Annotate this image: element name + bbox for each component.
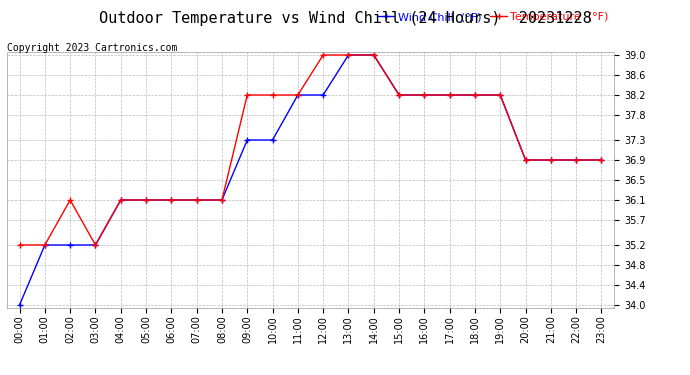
Temperature  (°F) <box>546 158 555 162</box>
Temperature  (°F) <box>117 198 125 202</box>
Line: Temperature  (°F): Temperature (°F) <box>17 52 604 248</box>
Wind Chill  (°F) <box>496 93 504 97</box>
Temperature  (°F) <box>319 53 327 57</box>
Temperature  (°F) <box>268 93 277 97</box>
Wind Chill  (°F) <box>395 93 403 97</box>
Wind Chill  (°F) <box>319 93 327 97</box>
Legend: Wind Chill  (°F), Temperature  (°F): Wind Chill (°F), Temperature (°F) <box>378 12 609 22</box>
Temperature  (°F) <box>395 93 403 97</box>
Line: Wind Chill  (°F): Wind Chill (°F) <box>17 52 604 308</box>
Temperature  (°F) <box>471 93 479 97</box>
Wind Chill  (°F) <box>546 158 555 162</box>
Wind Chill  (°F) <box>66 243 75 247</box>
Temperature  (°F) <box>496 93 504 97</box>
Temperature  (°F) <box>91 243 99 247</box>
Wind Chill  (°F) <box>370 53 378 57</box>
Wind Chill  (°F) <box>294 93 302 97</box>
Temperature  (°F) <box>598 158 606 162</box>
Wind Chill  (°F) <box>193 198 201 202</box>
Wind Chill  (°F) <box>243 138 251 142</box>
Wind Chill  (°F) <box>522 158 530 162</box>
Wind Chill  (°F) <box>218 198 226 202</box>
Temperature  (°F) <box>370 53 378 57</box>
Wind Chill  (°F) <box>598 158 606 162</box>
Temperature  (°F) <box>218 198 226 202</box>
Temperature  (°F) <box>243 93 251 97</box>
Temperature  (°F) <box>66 198 75 202</box>
Wind Chill  (°F) <box>41 243 49 247</box>
Wind Chill  (°F) <box>142 198 150 202</box>
Temperature  (°F) <box>446 93 454 97</box>
Temperature  (°F) <box>193 198 201 202</box>
Wind Chill  (°F) <box>446 93 454 97</box>
Wind Chill  (°F) <box>471 93 479 97</box>
Wind Chill  (°F) <box>117 198 125 202</box>
Wind Chill  (°F) <box>268 138 277 142</box>
Wind Chill  (°F) <box>572 158 580 162</box>
Wind Chill  (°F) <box>344 53 353 57</box>
Temperature  (°F) <box>142 198 150 202</box>
Temperature  (°F) <box>167 198 175 202</box>
Temperature  (°F) <box>41 243 49 247</box>
Temperature  (°F) <box>522 158 530 162</box>
Wind Chill  (°F) <box>15 303 23 307</box>
Temperature  (°F) <box>572 158 580 162</box>
Text: Outdoor Temperature vs Wind Chill (24 Hours)  20231228: Outdoor Temperature vs Wind Chill (24 Ho… <box>99 11 591 26</box>
Temperature  (°F) <box>294 93 302 97</box>
Temperature  (°F) <box>344 53 353 57</box>
Wind Chill  (°F) <box>91 243 99 247</box>
Wind Chill  (°F) <box>420 93 428 97</box>
Text: Copyright 2023 Cartronics.com: Copyright 2023 Cartronics.com <box>7 43 177 53</box>
Wind Chill  (°F) <box>167 198 175 202</box>
Temperature  (°F) <box>420 93 428 97</box>
Temperature  (°F) <box>15 243 23 247</box>
